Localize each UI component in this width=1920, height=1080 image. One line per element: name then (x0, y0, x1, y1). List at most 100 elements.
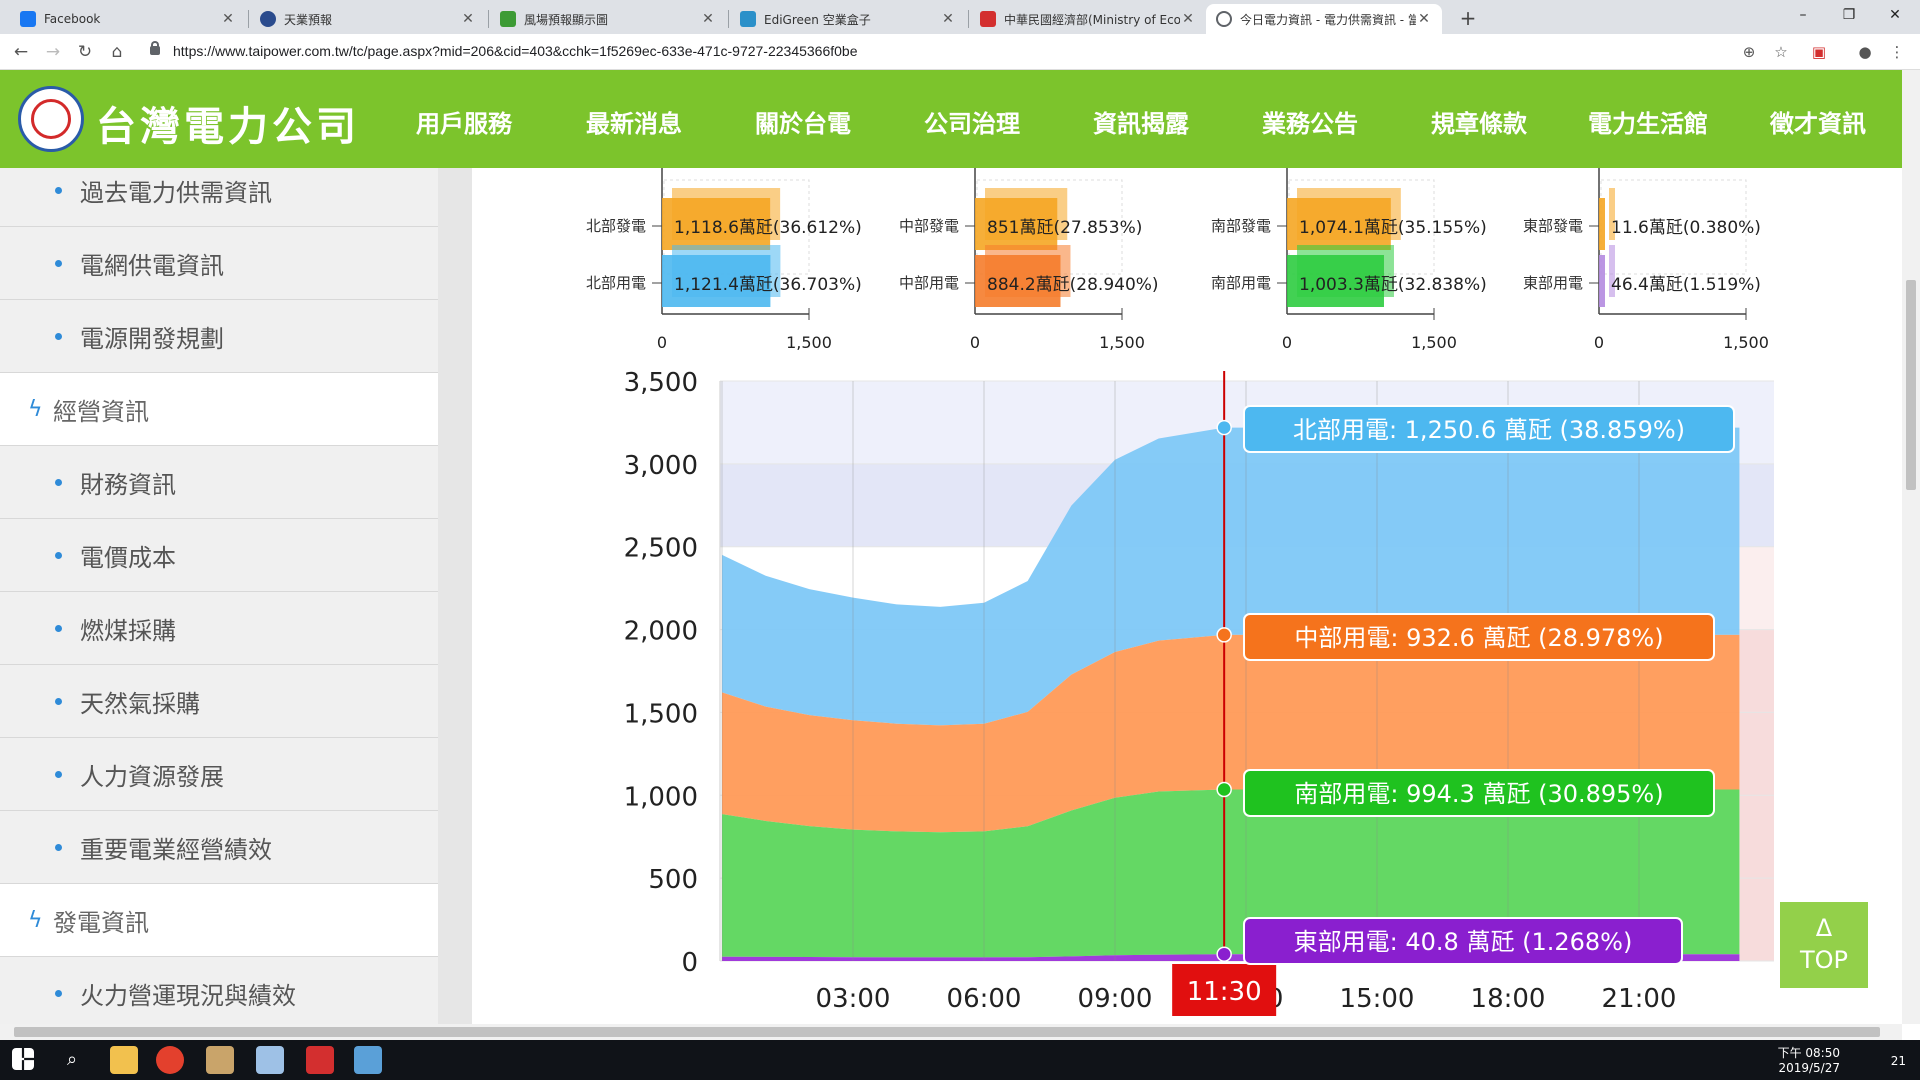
zoom-icon[interactable]: ⊕ (1742, 43, 1756, 61)
close-tab-icon[interactable]: ✕ (942, 11, 954, 27)
bar-3d-back (1609, 188, 1615, 240)
vertical-scrollbar[interactable] (1902, 70, 1920, 1024)
bar (1599, 198, 1605, 250)
close-window-button[interactable]: ✕ (1889, 7, 1901, 23)
cursor-time-label: 11:30 (1187, 977, 1262, 1007)
bar-tick-label: 1,500 (1723, 333, 1769, 352)
sidebar-section[interactable]: ϟ 發電資訊 (0, 884, 438, 957)
bookmark-star-icon[interactable]: ☆ (1774, 43, 1788, 61)
x-tick-label: 18:00 (1471, 984, 1546, 1014)
bar-category-label: 南部用電 (1211, 274, 1271, 292)
new-tab-button[interactable]: + (1459, 6, 1477, 30)
bar (662, 198, 771, 250)
lock-icon[interactable] (150, 41, 160, 55)
notepad-icon[interactable] (354, 1046, 382, 1074)
url-field[interactable]: https://www.taipower.com.tw/tc/page.aspx… (173, 43, 858, 59)
tooltip-label: 北部用電: 1,250.6 萬瓩 (38.859%) (1293, 416, 1685, 444)
browser-tab-taipower[interactable]: 今日電力資訊 - 電力供需資訊 - 當 ✕ (1206, 4, 1442, 34)
nav-governance[interactable]: 公司治理 (924, 110, 1020, 138)
close-tab-icon[interactable]: ✕ (702, 11, 714, 27)
bar (975, 255, 1061, 307)
windows-start-icon[interactable] (12, 1048, 34, 1070)
taskbar-date[interactable]: 2019/5/27 (1778, 1061, 1840, 1075)
browser-tab-wind[interactable]: 風場預報顯示圖 ✕ (490, 4, 726, 34)
scrollbar-thumb[interactable] (1906, 280, 1916, 490)
sidebar-item[interactable]: 火力營運現況與績效 (0, 957, 438, 1024)
reload-icon[interactable]: ↻ (77, 42, 93, 62)
close-tab-icon[interactable]: ✕ (222, 11, 234, 27)
extension-icon[interactable]: ▣ (1811, 43, 1827, 61)
close-tab-icon[interactable]: ✕ (1418, 11, 1430, 27)
nav-about[interactable]: 關於台電 (755, 110, 851, 138)
bar-value-label: 11.6萬瓩(0.380%) (1611, 218, 1761, 238)
cursor-time-box (1172, 964, 1277, 1016)
horizontal-scrollbar[interactable] (0, 1024, 1902, 1040)
sidebar-section[interactable]: ϟ 經營資訊 (0, 373, 438, 446)
area-series (722, 427, 1740, 726)
logo-text[interactable]: 台灣電力公司 (96, 103, 360, 150)
sketchup-icon[interactable] (306, 1046, 334, 1074)
area-series (722, 789, 1740, 958)
sidebar-item[interactable]: 過去電力供需資訊 (0, 168, 438, 227)
nav-user-service[interactable]: 用戶服務 (416, 110, 512, 138)
app-icon[interactable] (206, 1046, 234, 1074)
browser-tab-facebook[interactable]: Facebook ✕ (10, 4, 246, 34)
sidebar-item[interactable]: 電源開發規劃 (0, 300, 438, 373)
y-tick-label: 3,500 (624, 368, 698, 398)
bar-tick-label: 0 (657, 333, 667, 352)
sidebar-item[interactable]: 電網供電資訊 (0, 227, 438, 300)
bar-category-label: 東部用電 (1523, 274, 1583, 292)
nav-careers[interactable]: 徵才資訊 (1770, 110, 1866, 138)
nav-announcement[interactable]: 業務公告 (1262, 110, 1358, 138)
profile-icon[interactable]: ● (1858, 43, 1872, 61)
nav-disclosure[interactable]: 資訊揭露 (1093, 110, 1189, 138)
home-icon[interactable]: ⌂ (111, 42, 123, 62)
close-tab-icon[interactable]: ✕ (462, 11, 474, 27)
close-tab-icon[interactable]: ✕ (1182, 11, 1194, 27)
menu-icon[interactable]: ⋮ (1889, 43, 1905, 61)
back-to-top-button[interactable]: Δ TOP (1780, 902, 1868, 988)
minimize-button[interactable]: – (1799, 7, 1807, 23)
maximize-button[interactable]: ❐ (1842, 7, 1856, 23)
notification-count[interactable]: 21 (1890, 1054, 1906, 1068)
sidebar-item[interactable]: 電價成本 (0, 519, 438, 592)
taskbar-time[interactable]: 下午 08:50 (1777, 1046, 1840, 1060)
sidebar-item[interactable]: 重要電業經營績效 (0, 811, 438, 884)
bar-tick-label: 0 (970, 333, 980, 352)
search-icon[interactable]: ⌕ (66, 1049, 78, 1070)
x-tick-label: 21:00 (1602, 984, 1677, 1014)
bar-grid-box (663, 179, 810, 275)
bar (1287, 198, 1391, 250)
forward-arrow-icon[interactable]: → (45, 42, 61, 62)
taipower-logo-icon[interactable] (18, 86, 84, 152)
nav-news[interactable]: 最新消息 (586, 110, 682, 138)
tooltip-label: 南部用電: 994.3 萬瓩 (30.895%) (1294, 780, 1663, 808)
facebook-icon (20, 11, 36, 27)
series-marker (1216, 419, 1232, 436)
sidebar-item[interactable]: 燃煤採購 (0, 592, 438, 665)
sidebar-item[interactable]: 天然氣採購 (0, 665, 438, 738)
bar-grid-box (1288, 179, 1435, 275)
bar-tick-label: 0 (1282, 333, 1292, 352)
y-tick-label: 3,000 (624, 451, 698, 481)
nav-regulations[interactable]: 規章條款 (1431, 110, 1527, 138)
browser-tab-weather[interactable]: 天業預報 ✕ (250, 4, 486, 34)
browser-tab-edigreen[interactable]: EdiGreen 空業盒子 ✕ (730, 4, 966, 34)
map-icon (500, 11, 516, 27)
nav-life[interactable]: 電力生活館 (1588, 110, 1708, 138)
lightning-icon: ϟ (28, 396, 43, 422)
chrome-icon[interactable] (156, 1046, 184, 1074)
y-tick-label: 2,000 (624, 617, 698, 647)
bar-tick-label: 1,500 (1411, 333, 1457, 352)
sidebar-item[interactable]: 財務資訊 (0, 446, 438, 519)
tooltip-box (1243, 917, 1683, 965)
sidebar-item[interactable]: 人力資源發展 (0, 738, 438, 811)
back-arrow-icon[interactable]: ← (13, 42, 29, 62)
file-explorer-icon[interactable] (110, 1046, 138, 1074)
app-icon[interactable] (256, 1046, 284, 1074)
browser-tab-moea[interactable]: 中華民國經濟部(Ministry of Eco ✕ (970, 4, 1206, 34)
tooltip-box (1243, 613, 1715, 661)
sidebar: 過去電力供需資訊 電網供電資訊 電源開發規劃 ϟ 經營資訊 財務資訊 電價成本 燃… (0, 168, 438, 1024)
power-supply-charts: 北部發電 1,118.6萬瓩(36.612%) 北部用電 1,121.4萬瓩(36.7… (586, 168, 1774, 1016)
scrollbar-thumb[interactable] (14, 1027, 1880, 1037)
